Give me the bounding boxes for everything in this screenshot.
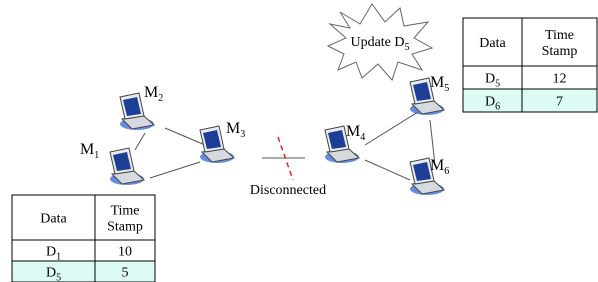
- label-subscript: 5: [56, 273, 61, 282]
- label-subscript: 2: [158, 93, 163, 104]
- node-label: M4: [346, 123, 365, 143]
- table-cell: 12: [553, 72, 567, 87]
- label-subscript: 5: [405, 42, 410, 53]
- table-header: Stamp: [542, 44, 578, 59]
- label-subscript: 6: [444, 166, 449, 177]
- link: [135, 133, 145, 150]
- link: [165, 128, 205, 145]
- label-base: Update D: [350, 35, 404, 50]
- table-header: Time: [545, 28, 574, 43]
- link: [150, 162, 200, 178]
- label-base: D: [485, 95, 495, 110]
- links: [135, 112, 435, 180]
- laptop-icon: [110, 148, 144, 185]
- label-subscript: 5: [444, 83, 449, 94]
- label-base: M: [226, 120, 240, 137]
- table-header: Data: [479, 36, 506, 51]
- label-base: D: [46, 245, 56, 260]
- table-header: Time: [110, 204, 139, 219]
- label-subscript: 1: [56, 252, 61, 263]
- label-subscript: 4: [360, 132, 365, 143]
- label-subscript: 5: [495, 79, 500, 90]
- table-row-bg: [463, 89, 597, 112]
- table-cell: 7: [556, 95, 563, 110]
- label-base: M: [144, 84, 158, 101]
- table-row-bg: [12, 240, 155, 261]
- label-base: D: [485, 72, 495, 87]
- table-cell: 10: [118, 245, 132, 260]
- diagram: M1M2M3M4M5M6Update D5DisconnectedDataTim…: [0, 0, 598, 282]
- node-label: M5: [430, 74, 449, 94]
- table-cell: 5: [122, 266, 129, 281]
- label-subscript: 6: [495, 102, 500, 113]
- label-subscript: 1: [94, 150, 99, 161]
- table-row-bg: [12, 261, 155, 282]
- link: [365, 160, 410, 180]
- node-label: M2: [144, 84, 163, 104]
- table-header: Stamp: [107, 220, 143, 235]
- label-base: M: [430, 74, 444, 91]
- table-header: Data: [40, 212, 67, 227]
- label-base: M: [80, 141, 94, 158]
- label-base: D: [46, 266, 56, 281]
- table-row-bg: [463, 66, 597, 89]
- link: [365, 112, 418, 145]
- node-label: M1: [80, 141, 99, 161]
- label-base: M: [430, 157, 444, 174]
- link-status: Disconnected: [250, 183, 326, 198]
- label-base: M: [346, 123, 360, 140]
- node-label: M3: [226, 120, 245, 140]
- label-subscript: 3: [240, 129, 245, 140]
